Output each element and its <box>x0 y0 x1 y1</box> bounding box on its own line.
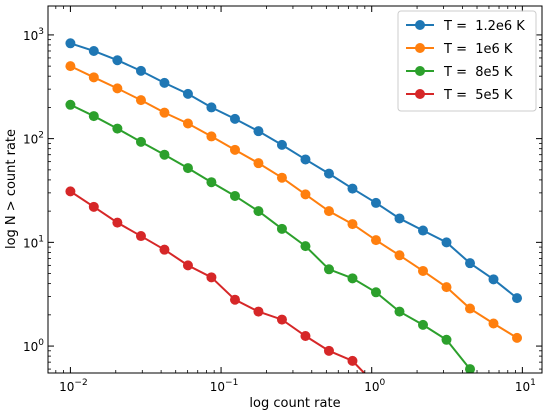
series-3-point <box>112 217 123 228</box>
series-0-point <box>135 65 146 76</box>
series-3-point <box>65 186 76 197</box>
y-tick-label: 101 <box>23 234 44 250</box>
series-2-point <box>229 190 240 201</box>
series-0-point <box>300 154 311 165</box>
x-axis-label: log count rate <box>249 396 340 411</box>
series-1-point <box>65 61 76 72</box>
series-2-point <box>182 163 193 174</box>
series-1-point <box>182 118 193 129</box>
x-tick-label: 10−1 <box>210 378 239 394</box>
series-1-point <box>229 144 240 155</box>
series-2-point <box>323 264 334 275</box>
series-3-point <box>253 306 264 317</box>
series-0-point <box>347 183 358 194</box>
series-0-point <box>229 113 240 124</box>
series-3-point <box>276 314 287 325</box>
series-0-point <box>276 139 287 150</box>
plot-area <box>65 38 523 373</box>
legend-marker <box>415 89 425 99</box>
series-0-point <box>394 213 405 224</box>
series-1-point <box>441 282 452 293</box>
series-2-point <box>394 306 405 317</box>
series-2-point <box>253 206 264 217</box>
series-2-point <box>135 136 146 147</box>
legend-label: T = 8e5 K <box>443 65 513 80</box>
series-2-point <box>370 287 381 298</box>
series-0-point <box>441 237 452 248</box>
series-0-point <box>65 38 76 49</box>
series-3-point <box>323 345 334 356</box>
series-0-point <box>512 293 523 304</box>
x-tick-label: 10−2 <box>59 378 88 394</box>
series-1-point <box>347 219 358 230</box>
series-1-point <box>300 189 311 200</box>
series-0-point <box>370 197 381 208</box>
series-0-point <box>159 77 170 88</box>
legend-marker <box>415 66 425 76</box>
series-1-point <box>159 107 170 118</box>
series-1-point <box>206 131 217 142</box>
series-0-point <box>488 274 499 285</box>
series-0-point <box>206 102 217 113</box>
series-1-point <box>323 206 334 217</box>
legend-label: T = 1.2e6 K <box>443 19 525 34</box>
series-3-point <box>159 244 170 255</box>
series-0-point <box>88 45 99 56</box>
legend-label: T = 5e5 K <box>443 88 513 103</box>
legend-label: T = 1e6 K <box>443 42 513 57</box>
series-0-point <box>182 88 193 99</box>
series-2-point <box>88 111 99 122</box>
series-0-point <box>418 225 428 236</box>
series-1-point <box>418 265 428 276</box>
series-2-point <box>159 149 170 160</box>
series-0-point <box>253 126 264 137</box>
series-1-point <box>88 72 99 83</box>
series-1-point <box>488 318 499 329</box>
series-0-point <box>465 258 476 269</box>
y-tick-label: 102 <box>23 131 44 147</box>
legend: T = 1.2e6 K T = 1e6 K T = 8e5 K T = 5e5 K <box>397 10 537 112</box>
series-2-point <box>276 223 287 234</box>
series-1-point <box>276 172 287 183</box>
series-2-point <box>206 177 217 188</box>
series-1-point <box>135 95 146 106</box>
legend-marker <box>415 43 425 53</box>
series-1-point <box>512 332 523 343</box>
axis-ticks: 10−2 10−1 100 101 100 101 102 103 <box>23 6 542 394</box>
series-1-point <box>253 158 264 169</box>
legend-marker <box>415 20 425 30</box>
series-3-point <box>300 331 311 342</box>
x-tick-label: 101 <box>515 378 536 394</box>
series-2-point <box>65 99 76 110</box>
plot-frame <box>47 5 543 374</box>
y-tick-label: 103 <box>23 27 44 43</box>
series-1-point <box>370 235 381 246</box>
series-1-point <box>394 250 405 261</box>
y-axis-label: log N > count rate <box>4 129 19 249</box>
series-0-point <box>323 168 334 179</box>
series-3-point <box>347 355 358 366</box>
series-3-point <box>206 272 217 283</box>
series-1-point <box>465 303 476 314</box>
series-2-point <box>418 319 428 330</box>
series-3-point <box>229 294 240 305</box>
series-line-2 <box>69 103 471 370</box>
series-3-point <box>135 231 146 242</box>
legend-box <box>397 10 537 112</box>
series-0-point <box>112 55 123 66</box>
y-tick-label: 100 <box>23 338 44 354</box>
series-3-point <box>182 260 193 271</box>
series-2-point <box>112 123 123 134</box>
series-3-point <box>88 201 99 212</box>
x-tick-label: 100 <box>364 378 385 394</box>
series-1-point <box>112 83 123 94</box>
series-2-point <box>465 364 476 373</box>
series-2-point <box>347 273 358 284</box>
series-2-point <box>300 241 311 252</box>
series-2-point <box>441 334 452 345</box>
